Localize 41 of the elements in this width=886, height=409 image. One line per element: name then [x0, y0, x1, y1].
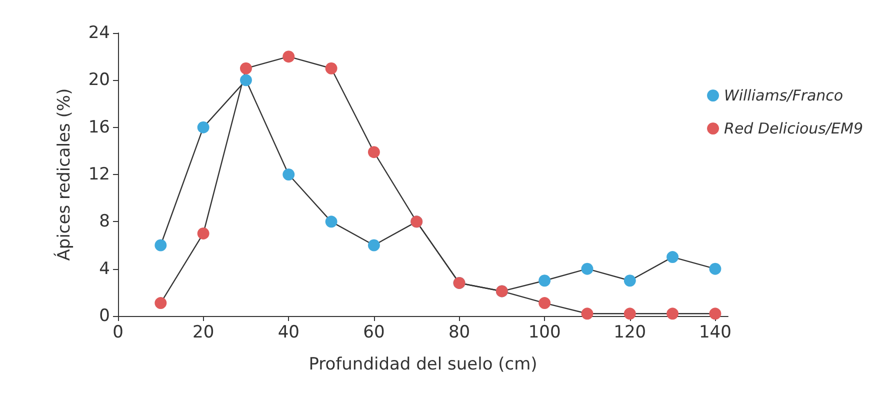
x-tick-label: 0: [112, 322, 124, 342]
point: [325, 62, 338, 74]
point: [538, 274, 551, 287]
point: [581, 262, 594, 275]
point: [624, 308, 636, 320]
y-tick-label: 8: [99, 212, 110, 232]
point: [709, 262, 722, 275]
x-tick-label: 140: [698, 322, 732, 342]
point: [154, 239, 167, 252]
point: [666, 308, 679, 320]
point: [282, 168, 295, 180]
x-tick-label: 40: [278, 322, 300, 342]
point: [624, 274, 636, 287]
y-tick-label: 24: [88, 23, 110, 43]
legend-label: Williams/Franco: [724, 86, 844, 104]
point: [197, 121, 210, 134]
point: [154, 297, 167, 310]
point: [368, 146, 380, 158]
x-tick-label: 120: [614, 322, 646, 342]
point: [666, 251, 679, 264]
x-tick-label: 60: [363, 322, 385, 342]
point: [282, 50, 295, 63]
y-tick-label: 0: [99, 306, 110, 326]
x-tick-label: 20: [192, 322, 214, 342]
point: [581, 308, 594, 320]
x-tick-label: 80: [448, 322, 470, 342]
point: [197, 227, 210, 240]
y-tick-label: 12: [88, 164, 110, 184]
legend-label: Red Delicious/EM9: [724, 120, 863, 138]
y-tick-label: 20: [88, 70, 110, 90]
x-tick-label: 100: [528, 322, 561, 342]
y-tick-label: 4: [99, 258, 110, 279]
y-axis-title: Ápices redicales (%): [54, 88, 74, 261]
point: [709, 308, 722, 320]
y-tick-label: 16: [88, 117, 110, 138]
point: [240, 62, 252, 74]
point: [538, 297, 551, 310]
x-axis-title: Profundidad del suelo (cm): [308, 354, 538, 374]
point: [240, 74, 252, 86]
point: [368, 239, 380, 252]
point: [325, 216, 338, 228]
